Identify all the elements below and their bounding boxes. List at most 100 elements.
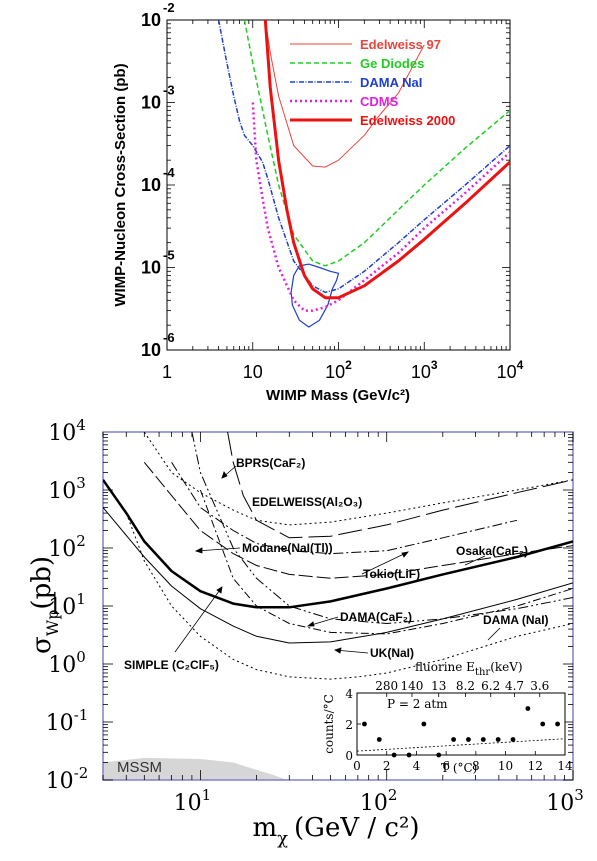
bottom-series-modane-nai-tl <box>103 507 573 644</box>
inset-limit-line <box>356 738 566 752</box>
top-y-tick-label: 10 <box>141 93 161 113</box>
inset-data-point <box>525 706 531 711</box>
top-y-tick-exponent: -2 <box>163 0 175 15</box>
top-y-tick-label: 10 <box>141 340 161 360</box>
top-series-dama-nai <box>217 20 510 294</box>
bottom-series-osaka-caf2 <box>143 461 573 579</box>
inset-data-point <box>480 737 486 742</box>
top-series-group <box>217 20 510 328</box>
top-series-edelweiss-97 <box>264 20 425 168</box>
inset-top-axis-title: fluorine Ethr(keV) <box>415 660 523 678</box>
top-x-axis-label: WIMP Mass (GeV/c²) <box>266 387 410 404</box>
bottom-y-tick-label: 103 <box>48 474 86 504</box>
inset-y-axis-label: counts/°C <box>322 694 336 754</box>
bottom-series-simple-c2clf5 <box>103 479 573 609</box>
top-legend-label-edelweiss-97: Edelweiss 97 <box>360 37 441 52</box>
top-y-tick-exponent: -5 <box>163 248 175 263</box>
inset-x-axis-label: T (°C) <box>441 761 477 775</box>
top-y-tick-exponent: -6 <box>163 330 175 345</box>
inset-x-tick-label: 2 <box>383 759 391 773</box>
arrow-dama-nai <box>487 627 501 641</box>
bottom-series-tokio-lif <box>171 462 518 555</box>
inset-y-tick-label: 4 <box>345 687 353 701</box>
bottom-y-tick-label: 10-1 <box>46 706 89 736</box>
inset-data-point <box>436 752 442 758</box>
top-y-tick-exponent: -3 <box>163 83 175 98</box>
bottom-series-uk-nai <box>125 512 573 680</box>
top-axis-ticks <box>166 20 510 351</box>
top-region-dama-allowed-region <box>290 263 340 328</box>
inset-x-tick-label: 6 <box>442 759 450 773</box>
top-x-tick-label: 103 <box>411 358 438 382</box>
bottom-y-tick-label: 10-2 <box>46 764 89 794</box>
arrow-simple <box>174 586 223 653</box>
inset-data-point <box>555 721 560 727</box>
top-x-tick-label: 10 <box>243 362 263 382</box>
top-x-tick-label: 1 <box>162 362 172 382</box>
inset-data-point <box>510 737 516 742</box>
inset-x-tick-label: 14 <box>557 759 573 773</box>
inset-data-point <box>421 721 427 727</box>
annotation-simple: SIMPLE (C₂ClF₅) <box>124 658 219 672</box>
inset-top-tick-label: 13 <box>431 679 446 693</box>
inset-data-point <box>406 752 412 758</box>
inset-data-point <box>540 721 546 727</box>
bottom-y-tick-label: 104 <box>48 416 86 446</box>
inset-y-tick-label: 0 <box>345 749 353 763</box>
annotation-modane: Modane(NaI(Tl)) <box>242 541 333 555</box>
bottom-series-dama-caf2 <box>191 432 573 624</box>
inset-x-tick-label: 0 <box>353 759 361 773</box>
top-legend-label-cdms: CDMS <box>360 94 399 109</box>
inset-top-tick-label: 140 <box>401 679 424 693</box>
annotation-osaka: Osaka(CaF₂) <box>456 544 528 558</box>
mssm-region-group <box>103 757 290 780</box>
top-legend-label-dama-nai: DAMA NaI <box>360 75 422 90</box>
bottom-series-edelweiss-al2o3 <box>143 432 573 526</box>
bottom-y-tick-label: 100 <box>48 648 86 678</box>
top-y-tick-exponent: -4 <box>163 165 175 180</box>
inset-top-tick-label: 8.2 <box>456 679 475 693</box>
top-series-edelweiss-2000 <box>263 20 510 300</box>
bottom-series-group <box>103 432 573 680</box>
arrowhead-dama-caf <box>306 621 315 627</box>
top-y-tick-label: 10 <box>141 10 161 30</box>
top-legend: Edelweiss 97 Ge Diodes DAMA NaI CDMS Edelwei… <box>290 37 455 128</box>
arrowhead-bprs <box>221 471 228 479</box>
arrowhead-modane <box>194 547 203 554</box>
bottom-y-tick-label: 102 <box>48 532 86 562</box>
inset-top-tick-label: 6.2 <box>481 679 500 693</box>
arrowhead-uk <box>334 647 342 654</box>
inset-top-tick-label: 4.7 <box>505 679 524 693</box>
arrowhead-simple <box>216 586 223 594</box>
annotation-uk: UK(NaI) <box>370 646 414 660</box>
top-y-tick-label: 10 <box>141 175 161 195</box>
bottom-x-axis-label: mχ (GeV / c²) <box>252 813 419 849</box>
inset-data-point <box>466 737 471 742</box>
bottom-series-dama-nai <box>199 489 573 635</box>
inset-data-point <box>376 737 382 742</box>
inset-data-point <box>495 737 501 742</box>
annotation-mssm: MSSM <box>117 759 162 776</box>
annotation-dama-caf: DAMA(CaF₂) <box>340 610 412 624</box>
mssm-region <box>103 757 290 780</box>
inset-x-tick-label: 8 <box>472 759 480 773</box>
arrowhead-tokio <box>401 551 409 558</box>
top-series-ge-diodes <box>243 20 510 267</box>
annotation-arrows <box>174 465 501 654</box>
top-x-tick-label: 104 <box>497 358 524 382</box>
inset-x-tick-label: 4 <box>413 759 421 773</box>
bottom-axis-ticks <box>102 432 574 781</box>
arrow-tokio <box>361 551 409 575</box>
inset-top-tick-label: 280 <box>375 679 398 693</box>
bottom-y-axis-label: σWp(pb) <box>27 556 62 654</box>
inset-x-tick-label: 12 <box>528 759 543 773</box>
top-plot-frame <box>166 19 511 351</box>
top-x-tick-label: 102 <box>325 358 352 382</box>
inset-x-tick-label: 10 <box>498 759 513 773</box>
arrow-osaka <box>464 555 486 566</box>
